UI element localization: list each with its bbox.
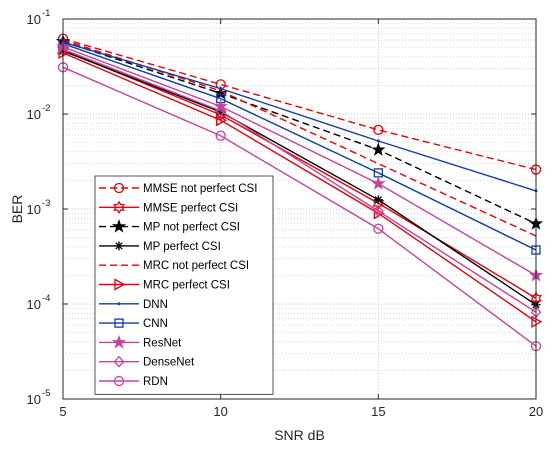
marker-hexagram <box>113 200 125 215</box>
series-line <box>62 49 537 299</box>
legend-label: MP perfect CSI <box>143 241 221 253</box>
marker-dot <box>376 139 380 143</box>
x-axis-label: SNR dB <box>274 427 325 443</box>
legend-entry: DenseNet <box>99 355 195 369</box>
legend-label: DNN <box>143 299 168 311</box>
x-tick-label: 15 <box>371 404 385 419</box>
legend-entry: MMSE not perfect CSI <box>99 182 257 195</box>
marker-circle <box>215 130 226 141</box>
y-tick-label: 10 <box>27 12 41 27</box>
marker-diamond <box>215 104 227 117</box>
marker-asterisk <box>374 196 382 204</box>
y-tick-label: 10 <box>27 107 41 122</box>
legend-entry: MRC perfect CSI <box>99 278 230 292</box>
marker-circle <box>373 124 384 136</box>
legend-label: MMSE perfect CSI <box>143 202 238 214</box>
legend-label: MMSE not perfect CSI <box>143 183 257 195</box>
series-line <box>62 66 537 347</box>
y-tick-exponent: -3 <box>42 198 50 209</box>
y-axis-label: BER <box>9 195 25 224</box>
marker-circle <box>113 375 125 387</box>
marker-pentagram <box>371 142 386 156</box>
y-tick-exponent: -2 <box>42 103 50 114</box>
y-tick-exponent: -4 <box>42 293 50 304</box>
legend-entry: DNN <box>99 299 168 311</box>
marker-pentagram <box>111 219 127 233</box>
legend-label: MRC perfect CSI <box>143 280 230 292</box>
marker-square <box>114 318 124 328</box>
series-layer <box>55 33 544 352</box>
series-line <box>62 50 537 306</box>
y-tick-label: 10 <box>27 392 41 407</box>
marker-pentagram <box>111 334 127 349</box>
legend-entry: MP perfect CSI <box>99 241 221 253</box>
marker-hexagram <box>372 196 385 211</box>
legend: MMSE not perfect CSI MMSE perfect CSI MP n… <box>94 175 274 395</box>
series-line <box>62 40 537 225</box>
legend-label: CNN <box>143 318 168 330</box>
marker-dot <box>117 302 121 306</box>
x-tick-label: 5 <box>59 404 66 419</box>
marker-circle <box>113 182 125 194</box>
series <box>61 40 538 193</box>
marker-diamond <box>372 205 384 218</box>
x-tick-label: 10 <box>213 404 227 419</box>
marker-asterisk <box>115 242 123 250</box>
legend-label: MRC not perfect CSI <box>143 260 249 272</box>
series-line <box>62 43 537 251</box>
x-tick-label: 20 <box>529 404 543 419</box>
marker-circle <box>373 223 384 234</box>
marker-pentagram <box>213 85 228 100</box>
marker-diamond <box>113 355 125 368</box>
marker-triangle <box>114 278 126 291</box>
legend-entry: MMSE perfect CSI <box>99 200 238 215</box>
legend-label: MP not perfect CSI <box>143 222 240 234</box>
y-tick-label: 10 <box>27 202 41 217</box>
series <box>57 43 542 319</box>
y-tick-exponent: -5 <box>42 388 50 399</box>
marker-pentagram <box>371 176 386 190</box>
legend-entry: MP not perfect CSI <box>99 219 240 234</box>
series-line <box>62 38 537 171</box>
legend-entry: MRC not perfect CSI <box>99 260 249 272</box>
marker-triangle <box>216 114 228 127</box>
y-tick-label: 10 <box>27 297 41 312</box>
series-line <box>62 41 537 192</box>
y-tick-exponent: -1 <box>42 8 50 19</box>
marker-dot <box>219 87 223 91</box>
legend-entry: RDN <box>99 375 168 388</box>
legend-entry: ResNet <box>99 334 182 349</box>
legend-label: RDN <box>143 376 168 388</box>
series-line <box>62 48 537 313</box>
legend-entry: CNN <box>99 318 168 330</box>
legend-label: ResNet <box>143 337 182 349</box>
legend-label: DenseNet <box>143 357 195 369</box>
series-line <box>62 46 537 277</box>
series-line <box>62 52 537 323</box>
